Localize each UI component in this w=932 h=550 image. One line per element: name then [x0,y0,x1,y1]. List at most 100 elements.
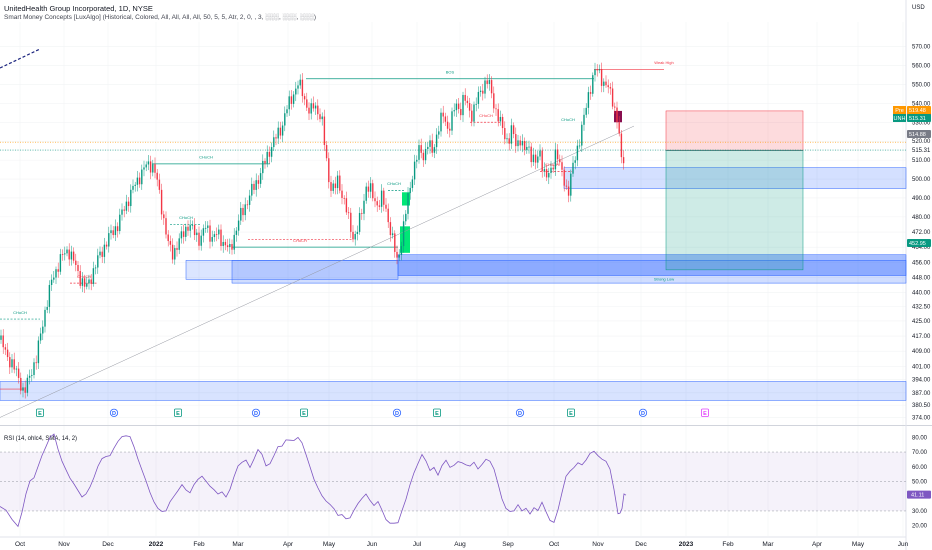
candle-body [75,260,77,265]
price-badge-value: 519.48 [909,108,926,114]
candle-body [6,349,9,358]
candle-body [44,309,46,327]
trend-line [0,125,635,418]
candle-body [156,172,158,180]
candle-body [576,145,579,161]
candle-body [68,249,70,260]
price-badge-symbol: UNH [894,116,906,122]
candle-body [145,164,147,168]
earnings-marker[interactable] [433,408,441,417]
candle-body [449,128,451,131]
candle-body [79,271,81,286]
candle-body [90,279,92,284]
event-marker-label: D [641,411,645,417]
candle-body [262,160,264,174]
candle-body [66,249,68,254]
candle-body [127,201,130,207]
candle-body [435,134,438,148]
candle-body [270,147,273,157]
candle-body [33,362,35,375]
candle-body [158,179,161,190]
candle-body [284,113,286,126]
candle-body [50,279,53,285]
indicator-legend[interactable]: Smart Money Concepts [LuxAlgo] (Historic… [4,14,317,21]
candle-body [479,90,482,92]
time-tick-label: Dec [635,541,647,548]
candle-body [301,79,304,97]
candle-body [413,161,416,180]
candle-body [620,133,623,158]
candle-body [596,69,598,71]
price-tick-label: 432.50 [912,305,931,311]
earnings-marker[interactable] [567,408,575,417]
candle-body [97,255,99,268]
candle-body [537,156,539,163]
candle-body [530,146,532,163]
candle-body [204,227,207,229]
candle-body [231,244,233,250]
candle-body [88,279,90,284]
candle-body [356,231,359,234]
rsi-tick-label: 30.00 [912,509,928,515]
price-badge [907,114,931,122]
candle-body [83,278,86,287]
candle-body [235,230,238,235]
candle-body [182,231,185,237]
candle-body [119,214,121,232]
candle-body [581,124,583,146]
candle-body [358,212,361,232]
rsi-tick-label: 20.00 [912,524,928,530]
price-tick-label: 570.00 [912,45,931,51]
candle-body [495,108,497,110]
candle-body [299,79,301,86]
candle-body [163,214,165,219]
candle-body [2,335,4,348]
candle-body [517,140,519,147]
candle-body [521,141,524,146]
price-badge-tag [893,106,906,114]
candle-body [402,221,405,247]
candle-body [286,109,288,114]
rsi-tick-label: 60.00 [912,465,928,471]
candle-body [501,116,504,129]
earnings-marker[interactable] [701,408,709,417]
earnings-marker[interactable] [174,408,182,417]
rsi-pane[interactable]: RSI (14, ohlc4, SMA, 14, 2) [0,433,906,528]
candle-body [209,225,211,242]
dividend-marker[interactable] [638,408,648,417]
rsi-title[interactable]: RSI (14, ohlc4, SMA, 14, 2) [4,436,77,442]
candle-body [587,92,590,108]
price-tick-label: 374.00 [912,415,931,421]
price-badge-symbol: Pre [895,108,904,114]
candle-body [26,377,29,393]
dividend-marker[interactable] [392,408,402,417]
candle-body [110,230,112,234]
candle-body [457,103,460,110]
earnings-marker[interactable] [300,408,308,417]
candle-body [178,238,180,250]
time-tick-label: Apr [283,541,294,548]
event-marker-label: E [703,411,707,417]
candle-body [391,233,394,236]
candle-body [552,167,554,170]
candle-body [394,233,396,252]
dividend-marker[interactable] [515,408,525,417]
candle-body [383,190,385,205]
choch-label: CHoCH [77,274,91,279]
candle-body [224,241,227,246]
dividend-marker[interactable] [251,408,261,417]
dividend-marker[interactable] [109,408,119,417]
candle-body [22,387,24,391]
price-badge [907,106,931,114]
candle-body [471,110,473,122]
candle-body [523,141,526,150]
candle-body [92,268,95,284]
candle-body [477,91,480,104]
candle-body [424,149,427,161]
candle-body [292,94,295,104]
candle-body [325,145,328,159]
earnings-marker[interactable] [36,408,44,417]
candle-body [433,147,436,153]
candle-body [94,267,97,269]
